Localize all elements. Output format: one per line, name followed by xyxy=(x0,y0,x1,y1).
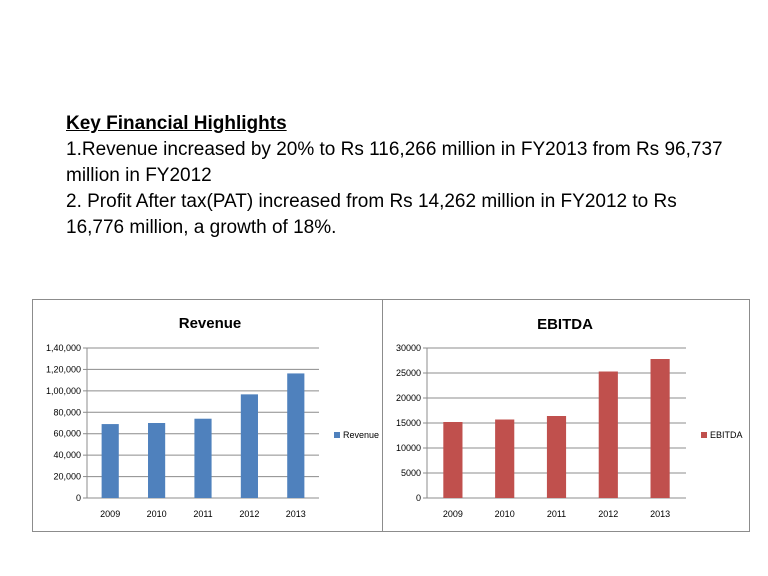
ebitda-x-tick-label: 2009 xyxy=(443,509,463,519)
revenue-chart: Revenue 0 20,000 40,000 60,000 80,000 1,00,000… xyxy=(46,315,379,519)
ebitda-y-tick-label: 30000 xyxy=(396,343,421,353)
ebitda-y-tick-label: 15000 xyxy=(396,418,421,428)
ebitda-x-tick-label: 2010 xyxy=(495,509,515,519)
revenue-y-tick-label: 0 xyxy=(76,493,81,503)
revenue-legend-swatch xyxy=(334,432,340,438)
ebitda-bar-2011 xyxy=(546,416,567,498)
revenue-x-tick-label: 2011 xyxy=(193,509,212,519)
revenue-y-tick-label: 1,20,000 xyxy=(46,364,81,374)
revenue-x-tick-label: 2009 xyxy=(100,509,120,519)
ebitda-y-tick-label: 10000 xyxy=(396,443,421,453)
ebitda-y-tick-label: 25000 xyxy=(396,368,421,378)
revenue-y-tick-label: 40,000 xyxy=(53,450,81,460)
revenue-y-tick-label: 1,00,000 xyxy=(46,386,81,396)
ebitda-y-tick-label: 5000 xyxy=(401,468,421,478)
revenue-chart-panel: Revenue 0 20,000 40,000 60,000 80,000 1,00,000… xyxy=(32,299,383,532)
revenue-bar-2010 xyxy=(148,423,166,498)
ebitda-x-tick-label: 2011 xyxy=(547,509,566,519)
revenue-chart-title: Revenue xyxy=(179,315,242,332)
revenue-y-tick-label: 20,000 xyxy=(53,472,81,482)
highlights-text: Key Financial Highlights 1.Revenue incre… xyxy=(66,111,726,241)
revenue-bar-2013 xyxy=(287,373,305,498)
revenue-bar-2011 xyxy=(194,418,212,498)
revenue-y-tick-label: 60,000 xyxy=(53,429,81,439)
ebitda-x-tick-label: 2013 xyxy=(650,509,670,519)
revenue-legend-label: Revenue xyxy=(343,430,379,440)
ebitda-chart: EBITDA 0 5000 10000 15000 20000 25000 30000 2009… xyxy=(396,316,743,519)
ebitda-chart-panel: EBITDA 0 5000 10000 15000 20000 25000 30000 2009… xyxy=(382,299,750,532)
ebitda-y-tick-label: 0 xyxy=(416,493,421,503)
revenue-bar-2009 xyxy=(101,424,119,498)
revenue-bar-2012 xyxy=(240,394,258,498)
highlight-revenue: 1.Revenue increased by 20% to Rs 116,266… xyxy=(66,139,723,186)
ebitda-bar-2013 xyxy=(650,359,670,498)
ebitda-x-tick-label: 2012 xyxy=(598,509,618,519)
highlights-heading: Key Financial Highlights xyxy=(66,113,287,134)
ebitda-bar-2009 xyxy=(443,422,463,498)
ebitda-legend-label: EBITDA xyxy=(710,430,743,440)
ebitda-chart-title: EBITDA xyxy=(537,316,593,333)
revenue-y-tick-label: 80,000 xyxy=(53,407,81,417)
revenue-x-tick-label: 2010 xyxy=(147,509,167,519)
ebitda-bar-2010 xyxy=(495,419,515,498)
revenue-x-tick-label: 2013 xyxy=(286,509,306,519)
highlight-pat: 2. Profit After tax(PAT) increased from … xyxy=(66,191,677,238)
ebitda-y-tick-label: 20000 xyxy=(396,393,421,403)
revenue-y-tick-label: 1,40,000 xyxy=(46,343,81,353)
ebitda-legend-swatch xyxy=(701,432,707,438)
ebitda-bar-2012 xyxy=(598,371,618,498)
revenue-x-tick-label: 2012 xyxy=(239,509,259,519)
